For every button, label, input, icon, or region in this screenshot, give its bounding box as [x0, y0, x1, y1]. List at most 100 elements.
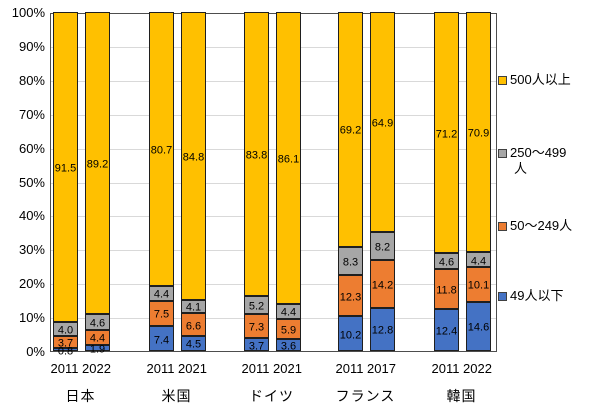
bar-usa-2021 — [181, 12, 206, 351]
y-axis-tick-label: 40% — [18, 208, 45, 224]
segment-value-label: 10.1 — [467, 279, 490, 292]
segment-size-500-plus — [149, 12, 174, 286]
country-label-korea: 韓国 — [446, 388, 477, 404]
segment-value-label: 71.2 — [435, 128, 458, 141]
segment-size-49-under — [434, 308, 459, 351]
segment-size-49-under — [466, 301, 491, 351]
segment-size-500-plus — [85, 11, 110, 315]
segment-size-250-499 — [181, 299, 206, 314]
bar-france-2017 — [370, 11, 395, 351]
segment-size-50-249 — [276, 318, 301, 339]
legend-label: 250〜499 人 — [510, 145, 566, 177]
legend-swatch-size-50-249 — [498, 222, 507, 231]
segment-value-label: 8.3 — [342, 256, 359, 269]
legend-item-size-250-499: 250〜499 人 — [498, 145, 566, 177]
segment-value-label: 3.7 — [248, 340, 265, 353]
segment-value-label: 91.5 — [54, 162, 77, 175]
bar-korea-2022 — [466, 12, 491, 351]
segment-value-label: 14.6 — [467, 321, 490, 334]
segment-value-label: 7.4 — [153, 334, 170, 346]
segment-size-50-249 — [338, 274, 363, 317]
gridline — [51, 182, 496, 184]
bar-japan-2011 — [53, 12, 78, 351]
segment-size-500-plus — [244, 12, 269, 297]
country-label-japan: 日本 — [65, 388, 96, 404]
x-axis-year-label: 2017 — [367, 361, 396, 376]
segment-value-label: 69.2 — [339, 124, 362, 137]
segment-value-label: 4.5 — [185, 338, 202, 351]
legend-label: 50〜249人 — [510, 218, 572, 234]
y-axis-tick-label: 10% — [18, 310, 45, 326]
gridline — [51, 80, 496, 82]
segment-size-500-plus — [276, 12, 301, 304]
segment-value-label: 84.8 — [182, 151, 205, 164]
legend-label-text: 250〜499 — [510, 145, 567, 160]
legend-item-size-500-plus: 500人以上 — [498, 72, 571, 88]
country-label-usa: 米国 — [161, 388, 192, 404]
legend-label-text: 人 — [514, 161, 528, 176]
segment-value-label: 3.6 — [280, 340, 297, 353]
segment-value-label: 5.9 — [280, 324, 297, 337]
country-label-germany: ドイツ — [249, 388, 294, 404]
legend-swatch-size-500-plus — [498, 76, 507, 85]
segment-value-label: 0.8 — [57, 345, 74, 358]
segment-value-label: 4.0 — [57, 324, 74, 337]
segment-size-250-499 — [370, 231, 395, 260]
segment-value-label: 14.2 — [371, 279, 394, 291]
gridline — [51, 216, 496, 218]
segment-value-label: 7.5 — [153, 308, 170, 321]
segment-size-250-499 — [244, 296, 269, 314]
segment-value-label: 12.8 — [371, 324, 394, 337]
segment-size-500-plus — [434, 12, 459, 254]
segment-value-label: 4.4 — [470, 255, 487, 268]
legend-item-size-50-249: 50〜249人 — [498, 218, 572, 234]
segment-value-label: 4.1 — [185, 301, 202, 314]
segment-size-50-249 — [149, 300, 174, 326]
segment-size-49-under — [149, 325, 174, 351]
segment-size-49-under — [338, 316, 363, 351]
gridline — [51, 284, 496, 286]
bar-germany-2011 — [244, 12, 269, 351]
y-axis-tick-label: 0% — [26, 344, 45, 359]
segment-size-49-under — [276, 338, 301, 351]
y-axis-tick-label: 30% — [18, 242, 45, 258]
x-axis-year-label: 2022 — [82, 361, 111, 376]
segment-value-label: 12.4 — [435, 325, 458, 338]
segment-size-500-plus — [181, 12, 206, 300]
segment-size-50-249 — [181, 313, 206, 336]
x-axis-year-label: 2021 — [178, 361, 207, 376]
segment-size-50-249 — [434, 268, 459, 309]
segment-size-250-499 — [149, 285, 174, 301]
segment-value-label: 4.6 — [89, 317, 106, 330]
segment-size-49-under — [85, 344, 110, 351]
gridline — [51, 148, 496, 150]
x-axis-year-label: 2011 — [50, 361, 79, 376]
legend-item-size-49-under: 49人以下 — [498, 288, 563, 304]
segment-value-label: 12.3 — [339, 291, 362, 304]
gridline — [51, 114, 496, 116]
segment-size-50-249 — [370, 259, 395, 308]
segment-value-label: 1.9 — [89, 343, 106, 356]
bar-korea-2011 — [434, 12, 459, 351]
x-axis-year-label: 2011 — [335, 361, 364, 376]
segment-value-label: 80.7 — [150, 144, 173, 157]
segment-size-49-under — [181, 335, 206, 351]
segment-size-250-499 — [53, 322, 78, 336]
segment-size-500-plus — [370, 11, 395, 232]
gridline — [51, 46, 496, 48]
segment-size-500-plus — [53, 12, 78, 323]
country-label-france: フランス — [335, 388, 396, 404]
bar-france-2011 — [338, 12, 363, 351]
segment-value-label: 70.9 — [467, 127, 490, 140]
segment-value-label: 4.4 — [89, 332, 106, 345]
x-axis-year-label: 2011 — [431, 361, 460, 376]
segment-value-label: 89.2 — [86, 158, 109, 171]
bar-usa-2011 — [149, 12, 174, 351]
segment-value-label: 64.9 — [371, 117, 394, 130]
legend-swatch-size-250-499 — [498, 149, 507, 158]
segment-size-250-499 — [434, 253, 459, 269]
segment-value-label: 8.2 — [374, 241, 391, 254]
x-axis-year-label: 2021 — [273, 361, 302, 376]
y-axis-tick-label: 100% — [11, 5, 45, 20]
